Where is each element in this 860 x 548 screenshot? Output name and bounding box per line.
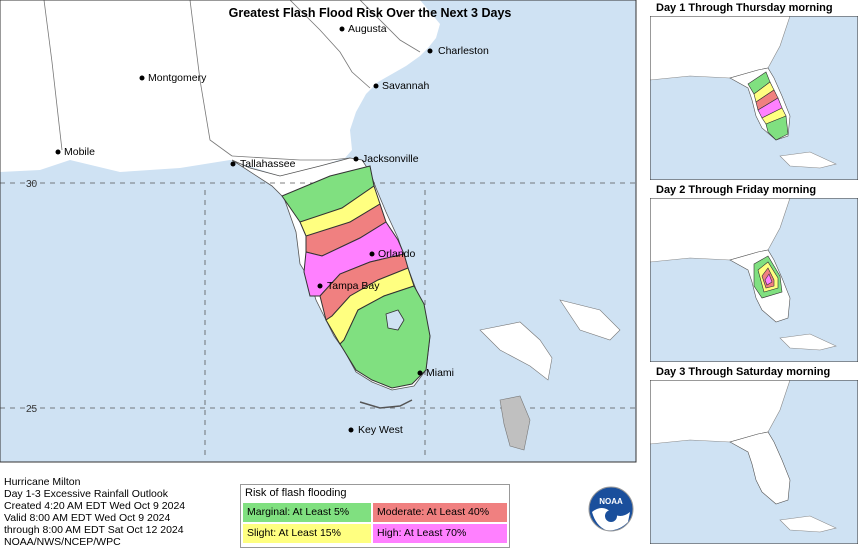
storm-name: Hurricane Milton [4,476,81,488]
panel-day2: Day 2 Through Friday morning [650,182,858,362]
svg-text:NOAA: NOAA [599,497,623,506]
panel-day2-map [650,198,858,362]
panel-day3-map [650,380,858,544]
outlook-name: Day 1-3 Excessive Rainfall Outlook [4,488,168,500]
city-tallahassee: Tallahassee [230,158,296,170]
valid-end: through 8:00 AM EDT Sat Oct 12 2024 [4,524,184,536]
legend-title: Risk of flash flooding [245,487,347,499]
city-miami: Miami [417,367,454,379]
lat-label-25: 25 [26,404,38,415]
svg-text:Charleston: Charleston [438,45,489,57]
city-mobile: Mobile [55,146,95,158]
city-augusta: Augusta [339,23,387,35]
panel-day1: Day 1 Through Thursday morning [650,0,858,180]
svg-text:Orlando: Orlando [378,248,416,260]
svg-text:Mobile: Mobile [64,146,95,158]
city-charleston: Charleston [427,45,489,57]
city-tampa-bay: Tampa Bay [317,280,380,292]
risk-legend: Risk of flash flooding Marginal: At Leas… [240,484,510,548]
panel-day1-map [650,16,858,180]
city-orlando: Orlando [369,248,416,260]
map-title: Greatest Flash Flood Risk Over the Next … [228,6,512,20]
legend-marginal: Marginal: At Least 5% [243,503,371,522]
svg-text:Tallahassee: Tallahassee [240,158,296,170]
svg-text:Jacksonville: Jacksonville [362,153,419,165]
lat-label-30: 30 [26,179,38,190]
city-savannah: Savannah [373,80,429,92]
city-jacksonville: Jacksonville [353,153,419,165]
main-map: 30 25 Augusta Charleston Montgomery Sava… [0,0,637,463]
panel-day2-title: Day 2 Through Friday morning [650,182,858,198]
panel-day3: Day 3 Through Saturday morning [650,364,858,546]
created-time: Created 4:20 AM EDT Wed Oct 9 2024 [4,500,186,512]
noaa-logo: NOAA [588,486,634,532]
lake-okeechobee [385,309,405,331]
panel-day3-title: Day 3 Through Saturday morning [650,364,858,380]
legend-high: High: At Least 70% [373,524,507,543]
svg-text:Montgomery: Montgomery [148,72,207,84]
svg-text:Augusta: Augusta [348,23,387,35]
svg-text:Miami: Miami [426,367,454,379]
outlook-info: Hurricane Milton Day 1-3 Excessive Rainf… [4,476,185,548]
issuer: NOAA/NWS/NCEP/WPC [4,536,121,548]
city-montgomery: Montgomery [139,72,207,84]
svg-text:Tampa Bay: Tampa Bay [327,280,380,292]
legend-slight: Slight: At Least 15% [243,524,371,543]
panel-day1-title: Day 1 Through Thursday morning [650,0,858,16]
risk-marginal-area-south [339,285,431,389]
svg-text:Savannah: Savannah [382,80,429,92]
svg-text:Key West: Key West [358,424,403,436]
valid-start: Valid 8:00 AM EDT Wed Oct 9 2024 [4,512,171,524]
legend-moderate: Moderate: At Least 40% [373,503,507,522]
city-key-west: Key West [348,424,403,436]
